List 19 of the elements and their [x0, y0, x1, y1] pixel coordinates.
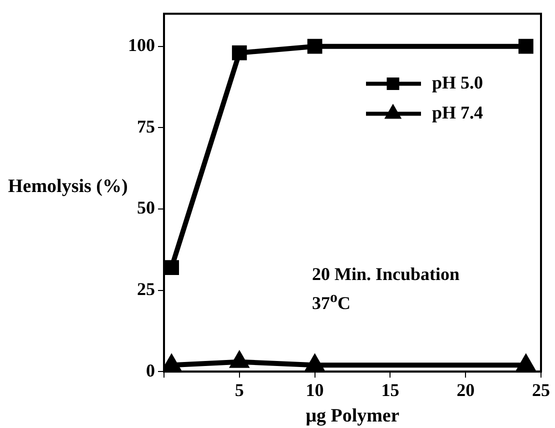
point — [307, 38, 322, 54]
x-tick-label: 15 — [381, 380, 400, 400]
x-tick-label: 25 — [532, 380, 550, 400]
y-tick-label: 25 — [137, 278, 155, 299]
legend-label: pH 5.0 — [432, 72, 484, 92]
x-tick-label: 10 — [306, 380, 324, 400]
x-axis-title: μg Polymer — [306, 406, 400, 427]
y-tick-label: 50 — [137, 198, 155, 218]
legend-label: pH 7.4 — [432, 102, 484, 122]
x-tick-label: 20 — [456, 380, 475, 400]
y-tick-label: 100 — [128, 34, 155, 55]
point — [232, 45, 247, 60]
annotation: 37$^{o}$C — [312, 289, 352, 315]
point — [518, 38, 534, 54]
y-axis-title: Hemolysis (%) — [8, 176, 128, 198]
x-tick-label: 5 — [234, 380, 244, 400]
annotation: 20 Min. Incubation — [312, 263, 460, 286]
y-tick-label: 0 — [146, 360, 155, 380]
y-tick-label: 75 — [137, 116, 155, 136]
